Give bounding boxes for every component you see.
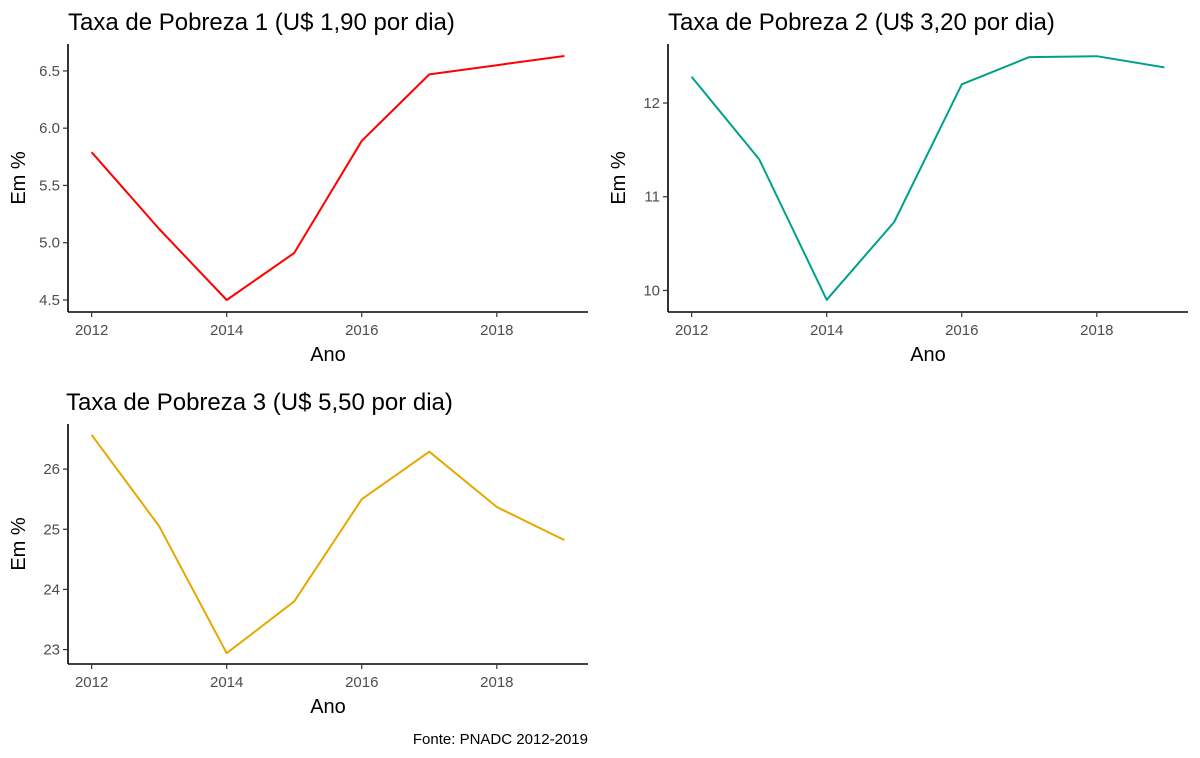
x-tick-label: 2016 [345, 322, 378, 339]
y-axis-title: Em % [8, 517, 30, 571]
x-tick-label: 2012 [75, 322, 108, 339]
y-tick-label: 10 [643, 282, 660, 299]
x-axis-title: Ano [910, 344, 946, 366]
chart-title: Taxa de Pobreza 1 (U$ 1,90 por dia) [68, 9, 455, 36]
x-tick-label: 2016 [945, 322, 978, 339]
x-tick-label: 2014 [810, 322, 843, 339]
chart-title: Taxa de Pobreza 3 (U$ 5,50 por dia) [66, 389, 453, 416]
y-tick-label: 12 [643, 95, 660, 112]
y-tick-label: 11 [644, 189, 660, 206]
x-tick-label: 2014 [210, 674, 243, 691]
panel-poverty-rate-3: Taxa de Pobreza 3 (U$ 5,50 por dia) 23 24 2… [8, 389, 588, 718]
series-line [90, 55, 565, 301]
y-tick-label: 23 [43, 642, 60, 659]
y-tick-label: 25 [43, 521, 60, 538]
y-tick-label: 26 [43, 461, 60, 478]
panel-poverty-rate-2: Taxa de Pobreza 2 (U$ 3,20 por dia) 10 11 1… [608, 9, 1188, 366]
series-line [690, 55, 1165, 301]
y-tick-label: 5.5 [39, 177, 60, 194]
series-line [90, 434, 565, 655]
x-tick-label: 2014 [210, 322, 243, 339]
x-tick-label: 2012 [675, 322, 708, 339]
y-tick-label: 4.5 [39, 292, 60, 309]
x-tick-label: 2012 [75, 674, 108, 691]
x-tick-label: 2018 [1080, 322, 1113, 339]
x-tick-label: 2016 [345, 674, 378, 691]
y-tick-label: 6.0 [39, 120, 60, 137]
panel-poverty-rate-1: Taxa de Pobreza 1 (U$ 1,90 por dia) 4.5 5.… [8, 9, 588, 366]
y-axis-title: Em % [8, 151, 30, 205]
x-tick-label: 2018 [480, 674, 513, 691]
source-caption: Fonte: PNADC 2012-2019 [413, 731, 588, 748]
x-axis-title: Ano [310, 344, 346, 366]
y-tick-label: 6.5 [39, 63, 60, 80]
x-axis-title: Ano [310, 696, 346, 718]
y-tick-label: 5.0 [39, 235, 60, 252]
chart-title: Taxa de Pobreza 2 (U$ 3,20 por dia) [668, 9, 1055, 36]
y-axis-title: Em % [608, 151, 630, 205]
x-tick-label: 2018 [480, 322, 513, 339]
y-tick-label: 24 [43, 581, 60, 598]
